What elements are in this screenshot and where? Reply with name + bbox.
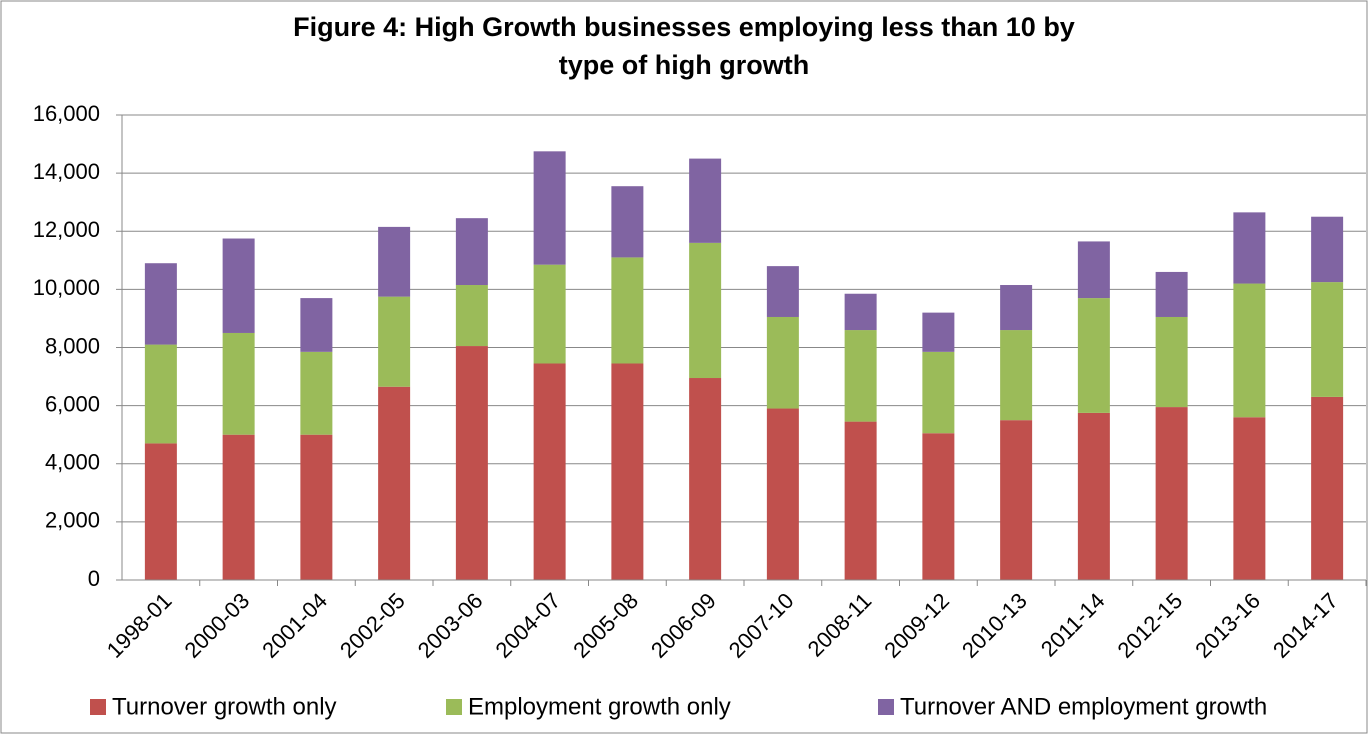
bar-segment bbox=[1077, 241, 1110, 299]
bar-segment bbox=[1155, 407, 1188, 580]
bar-segment bbox=[1000, 285, 1033, 331]
bar-segment bbox=[922, 351, 955, 434]
y-tick-label: 6,000 bbox=[45, 391, 100, 416]
bar-segment bbox=[533, 264, 566, 364]
y-tick-label: 10,000 bbox=[33, 275, 100, 300]
bar-segment bbox=[222, 434, 255, 580]
bar-segment bbox=[922, 433, 955, 580]
legend-label: Employment growth only bbox=[468, 693, 731, 720]
bar-segment bbox=[455, 285, 488, 347]
bar-segment bbox=[1233, 212, 1266, 284]
legend-swatch bbox=[878, 699, 894, 715]
bar-segment bbox=[144, 443, 177, 580]
bar-segment bbox=[689, 378, 722, 580]
bar-segment bbox=[455, 346, 488, 580]
x-tick-label: 2013-16 bbox=[1190, 588, 1265, 663]
bar-segment bbox=[1077, 298, 1110, 413]
bar-segment bbox=[222, 332, 255, 435]
bar-segment bbox=[611, 363, 644, 580]
bar-segment bbox=[1000, 420, 1033, 580]
x-tick-label: 2004-07 bbox=[490, 588, 565, 663]
bar-segment bbox=[1155, 316, 1188, 408]
x-tick-label: 2011-14 bbox=[1036, 588, 1110, 662]
bar-segment bbox=[378, 386, 411, 580]
bar-segment bbox=[144, 263, 177, 345]
bar-segment bbox=[766, 408, 799, 580]
bar-segment bbox=[766, 316, 799, 409]
bar-segment bbox=[533, 151, 566, 265]
legend-swatch bbox=[90, 699, 106, 715]
x-tick-label: 2002-05 bbox=[335, 588, 410, 663]
bar-segment bbox=[378, 226, 411, 297]
bar-segment bbox=[766, 266, 799, 317]
x-tick-label: 2000-03 bbox=[179, 588, 254, 663]
bar-segment bbox=[1311, 216, 1344, 283]
bar-segment bbox=[922, 312, 955, 352]
x-tick-label: 2003-06 bbox=[413, 588, 488, 663]
bar-segment bbox=[844, 293, 877, 331]
y-tick-label: 0 bbox=[88, 566, 100, 591]
bar-segment bbox=[222, 238, 255, 333]
legend-label: Turnover AND employment growth bbox=[900, 693, 1267, 720]
y-tick-label: 4,000 bbox=[45, 450, 100, 475]
bar-segment bbox=[300, 298, 333, 352]
x-tick-label: 2006-09 bbox=[646, 588, 721, 663]
bar-segment bbox=[144, 344, 177, 444]
legend-label: Turnover growth only bbox=[112, 693, 337, 720]
bar-segment bbox=[378, 296, 411, 387]
bar-segment bbox=[611, 257, 644, 364]
y-tick-label: 12,000 bbox=[33, 217, 100, 242]
x-tick-label: 2008-11 bbox=[803, 588, 877, 662]
bar-segment bbox=[1155, 271, 1188, 317]
x-tick-label: 1998-01 bbox=[102, 588, 177, 663]
x-tick-label: 2005-08 bbox=[568, 588, 643, 663]
bar-segment bbox=[300, 434, 333, 580]
chart-title: Figure 4: High Growth businesses employi… bbox=[293, 12, 1075, 80]
bar-segment bbox=[533, 363, 566, 580]
bar-segment bbox=[1233, 283, 1266, 418]
bar-segment bbox=[455, 218, 488, 286]
bar-segment bbox=[1000, 330, 1033, 421]
x-tick-label: 2010-13 bbox=[957, 588, 1032, 663]
bar-segment bbox=[689, 158, 722, 243]
bar-segment bbox=[300, 351, 333, 435]
legend-swatch bbox=[446, 699, 462, 715]
x-tick-label: 2007-10 bbox=[724, 588, 799, 663]
bar-segment bbox=[1311, 282, 1344, 397]
bar-segment bbox=[1233, 417, 1266, 580]
bar-segment bbox=[1311, 396, 1344, 580]
y-tick-label: 2,000 bbox=[45, 508, 100, 533]
bar-segment bbox=[844, 330, 877, 422]
y-tick-label: 16,000 bbox=[33, 101, 100, 126]
y-tick-label: 8,000 bbox=[45, 333, 100, 358]
bar-segment bbox=[1077, 412, 1110, 580]
x-tick-label: 2012-15 bbox=[1112, 588, 1187, 663]
x-tick-label: 2001-04 bbox=[257, 588, 332, 663]
x-tick-label: 2014-17 bbox=[1268, 588, 1343, 663]
y-tick-label: 14,000 bbox=[33, 159, 100, 184]
bar-segment bbox=[611, 186, 644, 258]
bar-segment bbox=[689, 242, 722, 379]
bar-segment bbox=[844, 421, 877, 580]
x-tick-label: 2009-12 bbox=[879, 588, 954, 663]
